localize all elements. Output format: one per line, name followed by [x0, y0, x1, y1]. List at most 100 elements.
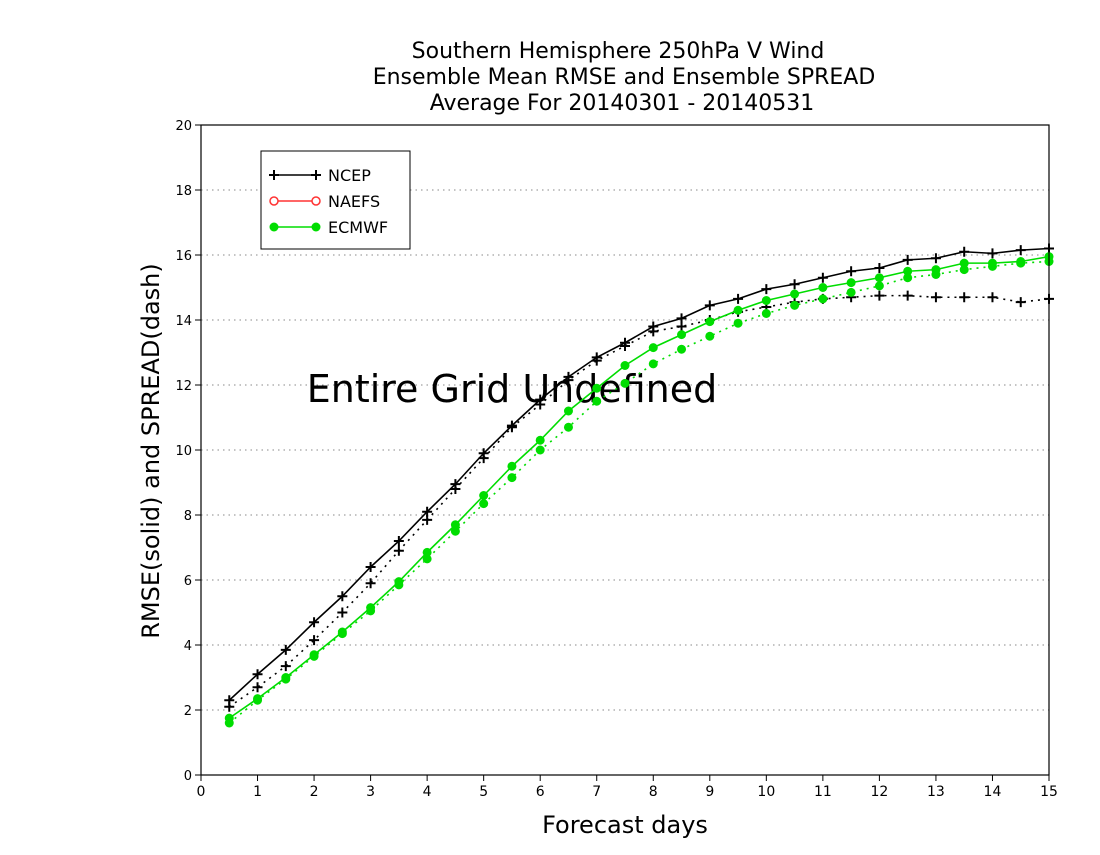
series-line-ncep-rmse	[228, 247, 1050, 701]
data-point-ecmwf-spread	[281, 674, 291, 684]
legend-box	[260, 150, 411, 250]
data-point-ncep-rmse	[309, 617, 320, 628]
x-tick-label: 10	[757, 784, 775, 800]
x-tick-label: 13	[927, 784, 945, 800]
data-point-ecmwf-spread	[648, 359, 658, 369]
data-point-ecmwf-spread	[366, 606, 376, 616]
legend-marker	[269, 170, 279, 180]
data-point-ecmwf-spread	[846, 287, 856, 297]
y-tick-label: 20	[175, 119, 192, 134]
data-point-ecmwf-spread	[479, 499, 489, 509]
series-line-ecmwf-spread	[228, 260, 1050, 724]
data-point-ecmwf-rmse	[592, 383, 602, 393]
legend-label-naefs: NAEFS	[328, 192, 380, 211]
y-tick-label: 6	[184, 574, 192, 589]
data-point-ncep-spread	[1015, 297, 1026, 308]
x-tick-label: 15	[1040, 784, 1058, 800]
legend-marker	[311, 222, 321, 232]
data-point-ncep-rmse	[789, 279, 800, 290]
data-point-ncep-spread	[478, 453, 489, 464]
data-point-ecmwf-spread	[733, 318, 743, 328]
data-point-ecmwf-rmse	[450, 520, 460, 530]
data-point-ncep-rmse	[761, 284, 772, 295]
data-point-ecmwf-spread	[761, 309, 771, 318]
data-point-ecmwf-spread	[535, 445, 545, 455]
data-point-ecmwf-spread	[394, 580, 404, 590]
data-point-ecmwf-rmse	[790, 289, 800, 299]
x-tick-label: 8	[649, 784, 658, 800]
data-point-ncep-spread	[506, 422, 517, 433]
legend-label-ncep: NCEP	[328, 166, 371, 185]
series-ecmwf-rmse	[224, 252, 1054, 723]
data-point-ecmwf-rmse	[648, 343, 658, 353]
legend: NCEP NAEFS ECMWF	[260, 150, 411, 250]
x-tick-label: 4	[423, 784, 432, 800]
data-point-ecmwf-spread	[987, 261, 997, 271]
data-point-ecmwf-spread	[253, 695, 263, 705]
data-point-ncep-rmse	[902, 254, 913, 265]
x-tick-label: 11	[814, 784, 832, 800]
y-tick-label: 14	[175, 314, 192, 329]
data-point-ncep-rmse	[704, 300, 715, 311]
series-ecmwf-spread	[224, 257, 1054, 728]
data-point-ncep-rmse	[365, 562, 376, 572]
data-point-ncep-spread	[930, 292, 941, 303]
data-point-ecmwf-rmse	[422, 547, 432, 557]
y-tick-label: 0	[184, 769, 192, 784]
data-point-ecmwf-rmse	[507, 461, 517, 471]
legend-marker	[269, 222, 279, 232]
data-point-ecmwf-spread	[592, 396, 602, 406]
data-point-ncep-spread	[676, 321, 687, 332]
x-tick-label: 14	[984, 784, 1002, 800]
legend-item-ecmwf: ECMWF	[269, 218, 388, 237]
chart-title-line-1: Southern Hemisphere 250hPa V Wind	[412, 39, 825, 64]
y-axis-label: RMSE(solid) and SPREAD(dash)	[137, 263, 165, 639]
legend-item-naefs: NAEFS	[269, 192, 380, 211]
data-point-ecmwf-rmse	[846, 278, 856, 288]
data-point-ecmwf-spread	[677, 344, 687, 354]
chart-title-line-3: Average For 20140301 - 20140531	[430, 91, 815, 116]
x-tick-label: 0	[197, 784, 206, 800]
data-point-ecmwf-spread	[1016, 258, 1026, 268]
x-tick-label: 7	[592, 784, 601, 800]
x-tick-label: 1	[253, 784, 262, 800]
data-point-ecmwf-rmse	[563, 406, 573, 416]
data-point-ncep-spread	[563, 375, 574, 386]
data-point-ecmwf-spread	[422, 554, 432, 564]
y-tick-label: 4	[184, 639, 192, 654]
data-point-ecmwf-rmse	[733, 305, 743, 315]
data-point-ncep-spread	[959, 292, 970, 303]
data-point-ncep-spread	[309, 635, 320, 646]
data-point-ecmwf-rmse	[818, 283, 828, 292]
data-point-ncep-rmse	[337, 591, 348, 602]
chart-title: Southern Hemisphere 250hPa V Wind Ensemb…	[373, 39, 876, 116]
series-ncep-rmse	[224, 243, 1054, 706]
x-tick-label: 12	[870, 784, 888, 800]
data-point-ecmwf-spread	[790, 300, 800, 310]
data-point-ecmwf-rmse	[705, 317, 715, 327]
x-tick-label: 6	[536, 784, 545, 800]
y-axis-ticks: 0 2 4 6 8 10 12 14 16 18 20	[175, 119, 201, 784]
data-point-ecmwf-rmse	[535, 435, 545, 445]
data-point-ecmwf-spread	[903, 273, 913, 283]
legend-item-ncep: NCEP	[269, 166, 371, 185]
data-point-ecmwf-spread	[705, 331, 715, 341]
legend-label-ecmwf: ECMWF	[328, 218, 388, 237]
data-point-ncep-spread	[450, 484, 461, 494]
data-point-ncep-spread	[591, 355, 602, 366]
data-point-ecmwf-spread	[931, 270, 941, 279]
legend-marker	[311, 170, 321, 180]
data-point-ecmwf-rmse	[761, 296, 771, 305]
data-point-ncep-rmse	[393, 536, 404, 546]
x-tick-label: 9	[705, 784, 714, 800]
data-point-ncep-spread	[365, 578, 376, 589]
series-ncep-spread	[224, 290, 1054, 712]
x-tick-label: 5	[479, 784, 488, 800]
series-layer	[224, 243, 1054, 728]
data-point-ecmwf-spread	[959, 265, 969, 275]
x-axis-ticks: 0 1 2 3 4 5 6 7 8 9 10 11 12 13 14 15	[197, 775, 1058, 800]
data-point-ncep-rmse	[846, 266, 857, 277]
data-point-ecmwf-rmse	[874, 273, 884, 283]
data-point-ncep-rmse	[733, 293, 744, 304]
